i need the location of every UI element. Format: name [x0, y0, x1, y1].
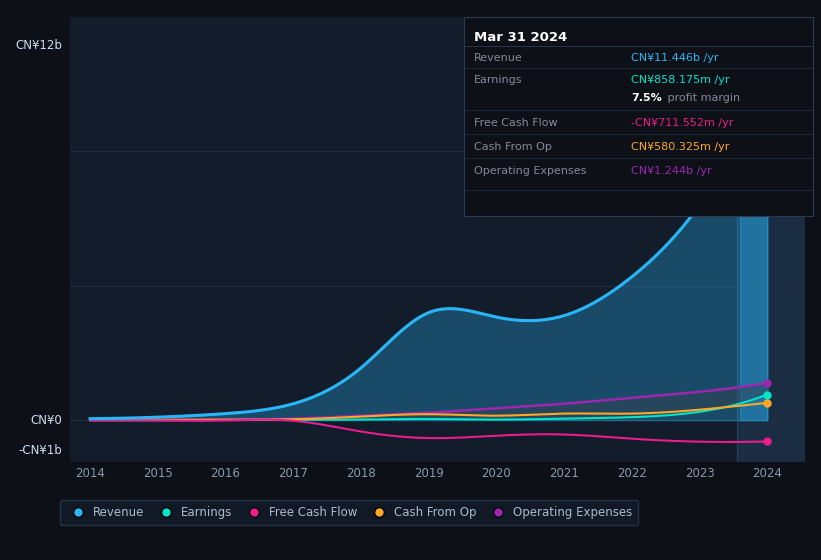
Text: profit margin: profit margin: [664, 94, 741, 103]
Text: Free Cash Flow: Free Cash Flow: [475, 118, 558, 128]
Text: 7.5%: 7.5%: [631, 94, 662, 103]
Text: Earnings: Earnings: [475, 76, 523, 86]
Text: -CN¥711.552m /yr: -CN¥711.552m /yr: [631, 118, 734, 128]
Legend: Revenue, Earnings, Free Cash Flow, Cash From Op, Operating Expenses: Revenue, Earnings, Free Cash Flow, Cash …: [60, 500, 638, 525]
Text: -CN¥1b: -CN¥1b: [19, 444, 62, 456]
Text: CN¥1.244b /yr: CN¥1.244b /yr: [631, 166, 712, 176]
Text: CN¥11.446b /yr: CN¥11.446b /yr: [631, 53, 719, 63]
Text: CN¥12b: CN¥12b: [16, 39, 62, 52]
Text: CN¥580.325m /yr: CN¥580.325m /yr: [631, 142, 730, 152]
Text: CN¥0: CN¥0: [30, 414, 62, 427]
Bar: [737, 17, 805, 462]
Text: Revenue: Revenue: [475, 53, 523, 63]
Text: Mar 31 2024: Mar 31 2024: [475, 31, 567, 44]
Text: Operating Expenses: Operating Expenses: [475, 166, 587, 176]
Text: Cash From Op: Cash From Op: [475, 142, 553, 152]
Text: CN¥858.175m /yr: CN¥858.175m /yr: [631, 76, 730, 86]
